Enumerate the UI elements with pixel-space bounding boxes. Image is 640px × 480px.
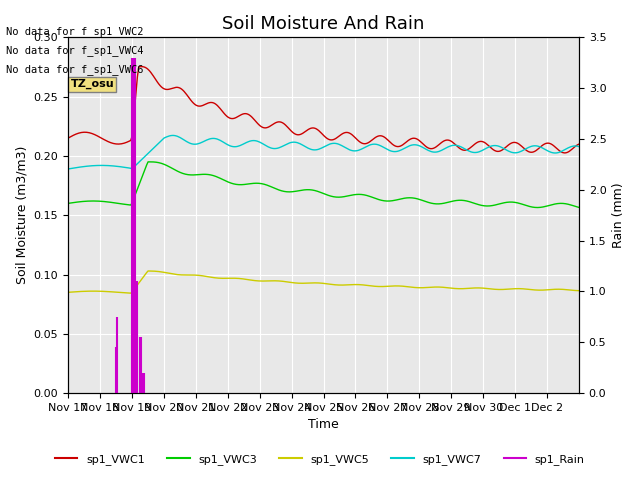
Text: No data for f_sp1_VWC6: No data for f_sp1_VWC6 — [6, 64, 144, 75]
Text: TZ_osu: TZ_osu — [70, 79, 114, 89]
Y-axis label: Soil Moisture (m3/m3): Soil Moisture (m3/m3) — [15, 146, 28, 285]
X-axis label: Time: Time — [308, 419, 339, 432]
Title: Soil Moisture And Rain: Soil Moisture And Rain — [222, 15, 425, 33]
Text: No data for f_sp1_VWC2: No data for f_sp1_VWC2 — [6, 25, 144, 36]
Y-axis label: Rain (mm): Rain (mm) — [612, 182, 625, 248]
Legend: sp1_VWC1, sp1_VWC3, sp1_VWC5, sp1_VWC7, sp1_Rain: sp1_VWC1, sp1_VWC3, sp1_VWC5, sp1_VWC7, … — [51, 450, 589, 469]
Text: No data for f_sp1_VWC4: No data for f_sp1_VWC4 — [6, 45, 144, 56]
